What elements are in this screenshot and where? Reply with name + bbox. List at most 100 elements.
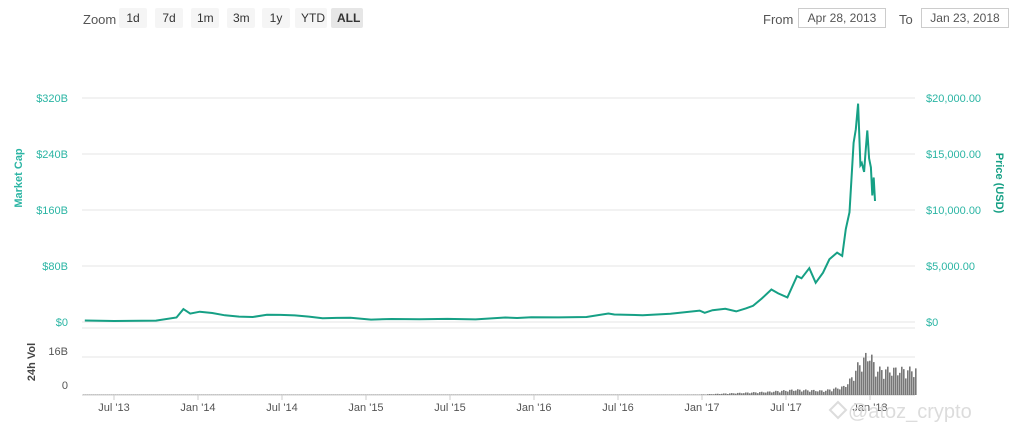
volume-bar <box>845 386 847 395</box>
watermark-diamond-icon <box>828 400 848 420</box>
volume-bar <box>827 389 829 395</box>
volume-bar <box>843 385 845 395</box>
volume-bar <box>747 392 749 395</box>
volume-bar <box>841 386 843 395</box>
grid-lines <box>82 97 915 400</box>
volume-bar <box>785 390 787 395</box>
market-cap-axis-title: Market Cap <box>13 148 25 208</box>
volume-bar <box>835 387 837 395</box>
x-tick-label: Jul '16 <box>602 402 633 414</box>
volume-bar <box>809 391 811 395</box>
volume-bar <box>737 392 739 395</box>
volume-bar <box>781 390 783 395</box>
volume-bar <box>893 367 895 395</box>
from-date-input[interactable] <box>798 8 886 28</box>
volume-bar <box>877 371 879 395</box>
price-axis-title: Price (USD) <box>993 153 1005 214</box>
volume-bar <box>847 384 849 395</box>
x-tick-label: Jan '17 <box>684 402 719 414</box>
volume-tick-label: 0 <box>62 380 68 392</box>
volume-bar <box>743 393 745 395</box>
volume-bar <box>825 390 827 395</box>
market-cap-tick-label: $0 <box>56 317 68 329</box>
volume-bar <box>803 390 805 395</box>
volume-axis-title: 24h Vol <box>26 343 38 381</box>
volume-bar <box>733 393 735 395</box>
price-tick-label: $0 <box>926 317 938 329</box>
volume-bar <box>727 393 729 395</box>
volume-bar <box>897 375 899 395</box>
volume-bar <box>909 366 911 395</box>
volume-bar <box>735 393 737 395</box>
volume-bar <box>813 389 815 395</box>
volume-bar <box>831 391 833 395</box>
volume-bar <box>817 391 819 395</box>
volume-bar <box>899 372 901 395</box>
volume-bar <box>895 367 897 395</box>
volume-bar <box>879 366 881 395</box>
price-tick-label: $10,000.00 <box>926 205 981 217</box>
volume-bar <box>867 361 869 395</box>
volume-bar <box>851 377 853 395</box>
volume-bar <box>905 378 907 395</box>
volume-bar <box>885 369 887 395</box>
volume-bar <box>715 393 717 395</box>
volume-bar <box>761 391 763 395</box>
volume-bar <box>805 389 807 395</box>
to-date-input[interactable] <box>921 8 1009 28</box>
volume-bar <box>755 392 757 395</box>
volume-bar <box>829 389 831 395</box>
volume-bar <box>775 390 777 395</box>
volume-bar <box>713 394 715 395</box>
zoom-button-1d[interactable]: 1d <box>119 8 147 28</box>
volume-bar <box>767 391 769 395</box>
volume-bar <box>741 393 743 395</box>
x-tick-label: Jul '15 <box>434 402 465 414</box>
volume-bar <box>773 391 775 395</box>
volume-bar <box>821 390 823 395</box>
volume-bar <box>833 388 835 395</box>
volume-bar <box>759 392 761 395</box>
zoom-button-3m[interactable]: 3m <box>227 8 255 28</box>
volume-bar <box>729 393 731 395</box>
zoom-button-all[interactable]: ALL <box>331 8 363 28</box>
volume-bar <box>807 390 809 395</box>
volume-bar <box>869 360 871 395</box>
volume-bar <box>907 370 909 395</box>
volume-bar <box>757 393 759 395</box>
volume-bar <box>901 366 903 395</box>
zoom-button-1y[interactable]: 1y <box>262 8 290 28</box>
volume-bar <box>779 392 781 395</box>
volume-bar <box>777 391 779 395</box>
volume-bars <box>83 352 917 395</box>
x-tick-label: Jan '15 <box>348 402 383 414</box>
price-tick-label: $15,000.00 <box>926 149 981 161</box>
volume-bar <box>711 394 713 395</box>
x-tick-label: Jul '14 <box>266 402 297 414</box>
volume-bar <box>703 394 705 395</box>
volume-bar <box>765 392 767 395</box>
volume-bar <box>861 371 863 395</box>
volume-bar <box>799 389 801 395</box>
volume-bar <box>751 392 753 395</box>
volume-bar <box>873 362 875 395</box>
from-label: From <box>763 12 794 27</box>
volume-bar <box>859 365 861 395</box>
volume-bar <box>745 392 747 395</box>
volume-bar <box>823 391 825 395</box>
zoom-button-ytd[interactable]: YTD <box>295 8 327 28</box>
volume-bar <box>865 352 867 395</box>
volume-bar <box>819 390 821 395</box>
zoom-label: Zoom <box>83 12 117 27</box>
volume-bar <box>887 366 889 395</box>
chart-toolbar: Zoom 1d 7d 1m 3m 1y YTD ALL From To <box>0 0 1024 36</box>
zoom-button-7d[interactable]: 7d <box>155 8 183 28</box>
price-tick-label: $5,000.00 <box>926 261 975 273</box>
price-line <box>84 103 876 323</box>
volume-bar <box>749 393 751 395</box>
volume-bar <box>701 394 703 395</box>
volume-bar <box>911 371 913 395</box>
zoom-button-1m[interactable]: 1m <box>191 8 219 28</box>
volume-bar <box>891 375 893 395</box>
